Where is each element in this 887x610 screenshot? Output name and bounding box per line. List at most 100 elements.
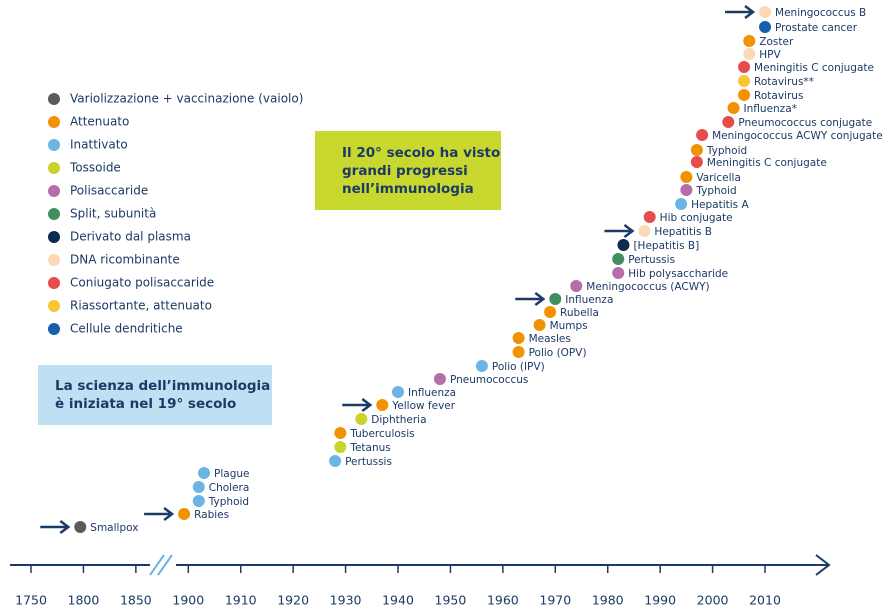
event-label: Meningococcus ACWY conjugate — [712, 130, 883, 142]
event-dot — [743, 48, 756, 60]
event-label: Rubella — [560, 307, 599, 319]
tick-label: 1970 — [539, 593, 571, 608]
event-dot — [549, 293, 562, 305]
event-dot — [533, 319, 546, 331]
event-dot — [759, 21, 772, 33]
event-dot — [738, 89, 751, 101]
tick-label: 1750 — [15, 593, 47, 608]
event-label: Polio (OPV) — [529, 347, 587, 359]
event-dot — [612, 253, 625, 265]
event-label: Typhoid — [208, 496, 249, 508]
legend-dot — [48, 300, 60, 312]
event-label: Prostate cancer — [775, 22, 858, 34]
legend-label: Variolizzazione + vaccinazione (vaiolo) — [70, 92, 303, 106]
axis-arrow — [815, 554, 831, 576]
event-dot — [512, 332, 525, 344]
event-label: Meningitis C conjugate — [707, 157, 827, 169]
legend-label: Inattivato — [70, 138, 128, 152]
legend-label: Split, subunità — [70, 207, 156, 221]
event-label: Plague — [214, 468, 249, 480]
event-label: Meningococcus B — [775, 7, 866, 19]
event-label: Rabies — [194, 509, 229, 521]
legend-dot — [48, 254, 60, 266]
event-dot — [475, 360, 488, 372]
event-label: Polio (IPV) — [492, 361, 545, 373]
legend-dot — [48, 139, 60, 151]
event-label: Zoster — [759, 36, 794, 48]
tick-label: 1940 — [382, 593, 414, 608]
event-label: Hepatitis B — [654, 226, 712, 238]
box-text: Il 20° secolo ha visto — [342, 145, 500, 161]
event-label: Hib polysaccharide — [628, 268, 728, 280]
event-dot — [192, 495, 205, 507]
box-text: La scienza dell’immunologia — [55, 378, 270, 394]
event-dot — [355, 413, 368, 425]
event-dot — [759, 6, 772, 18]
event-dot — [334, 441, 347, 453]
event-dot — [722, 116, 735, 128]
axis-break — [149, 554, 165, 576]
event-label: Rotavirus — [754, 90, 803, 102]
event-label: Pneumococcus conjugate — [738, 117, 872, 129]
box-text: nell’immunologia — [342, 181, 474, 197]
event-dot — [743, 35, 756, 47]
event-label: Mumps — [550, 320, 588, 332]
event-dot — [376, 399, 389, 411]
event-dot — [570, 280, 583, 292]
event-dot — [696, 129, 709, 141]
box-20th — [315, 131, 501, 210]
axis-break-gap — [150, 558, 176, 572]
event-dot — [74, 521, 87, 533]
legend-dot — [48, 185, 60, 197]
event-label: Yellow fever — [391, 400, 455, 412]
event-dot — [544, 306, 557, 318]
tick-label: 1960 — [487, 593, 519, 608]
event-label: Pertussis — [345, 456, 392, 468]
event-dot — [329, 455, 342, 467]
tick-label: 1920 — [277, 593, 309, 608]
tick-label: 1930 — [330, 593, 362, 608]
legend-dot — [48, 116, 60, 128]
event-label: Tuberculosis — [349, 428, 414, 440]
event-dot — [617, 239, 630, 251]
tick-label: 1850 — [120, 593, 152, 608]
legend-label: Cellule dendritiche — [70, 322, 183, 336]
event-dot — [192, 481, 205, 493]
box-19th — [38, 365, 272, 425]
event-label: Influenza — [408, 387, 456, 399]
event-label: Tetanus — [349, 442, 390, 454]
event-label: Smallpox — [90, 522, 138, 534]
event-label: Hepatitis A — [691, 199, 749, 211]
event-dot — [512, 346, 525, 358]
event-dot — [612, 267, 625, 279]
event-dot — [433, 373, 446, 385]
legend-dot — [48, 277, 60, 289]
arrow-head — [59, 519, 71, 535]
tick-label: 1900 — [172, 593, 204, 608]
event-label: Rotavirus** — [754, 76, 814, 88]
legend-dot — [48, 231, 60, 243]
event-dot — [643, 211, 656, 223]
event-dot — [392, 386, 405, 398]
event-dot — [198, 467, 211, 479]
event-label: Pneumococcus — [450, 374, 528, 386]
event-dot — [727, 102, 740, 114]
arrow-head — [744, 5, 756, 19]
event-label: Measles — [529, 333, 571, 345]
event-label: Typhoid — [695, 185, 736, 197]
event-label: Meningococcus (ACWY) — [586, 281, 709, 293]
legend-label: DNA ricombinante — [70, 253, 180, 267]
event-dot — [690, 144, 703, 156]
event-label: Diphtheria — [371, 414, 426, 426]
event-dot — [680, 184, 693, 196]
event-dot — [690, 156, 703, 168]
tick-label: 2010 — [749, 593, 781, 608]
event-dot — [638, 225, 651, 237]
tick-label: 1800 — [68, 593, 100, 608]
event-label: Influenza — [565, 294, 613, 306]
arrow-head — [361, 398, 373, 412]
event-dot — [178, 508, 191, 520]
legend-label: Riassortante, attenuato — [70, 299, 212, 313]
legend-dot — [48, 93, 60, 105]
